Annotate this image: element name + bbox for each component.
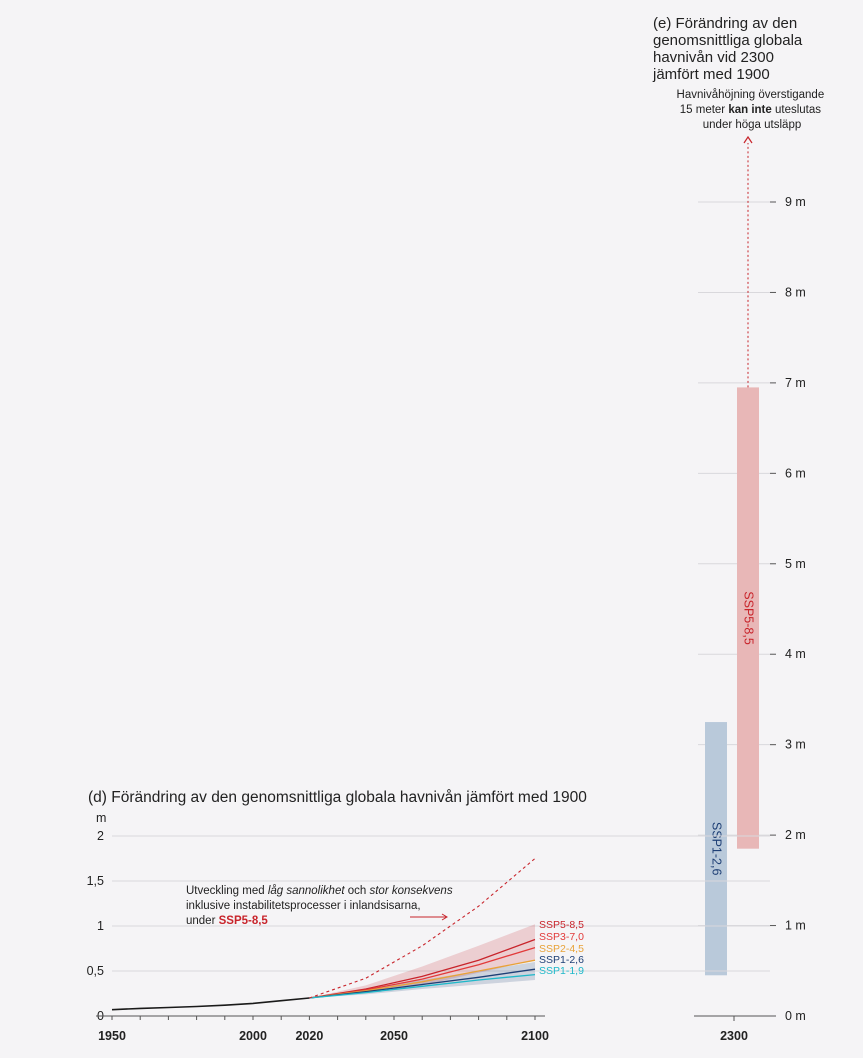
panel-d-note-line-1: Utveckling med låg sannolikhet och stor … bbox=[186, 885, 453, 897]
panel-d-x-tick-label: 2020 bbox=[295, 1029, 323, 1043]
panel-e-note-line-1: Havnivåhöjning överstigande bbox=[677, 89, 825, 101]
panel-e-title-line-2: genomsnittliga globala bbox=[653, 32, 803, 49]
panel-e-range-bar-ssp126 bbox=[705, 722, 727, 976]
panel-d-series-label: SSP1-1,9 bbox=[539, 965, 584, 977]
panel-e-note: Havnivåhöjning överstigande 15 meter kan… bbox=[677, 89, 828, 131]
panel-d-note-arrow bbox=[410, 913, 448, 921]
panel-e-arrow-head bbox=[743, 135, 753, 144]
panel-e-y-tick-label: 4 m bbox=[785, 647, 806, 661]
panel-e-note-line-2: 15 meter kan inte uteslutas bbox=[680, 104, 824, 116]
panel-d-x-tick-label: 1950 bbox=[98, 1029, 126, 1043]
panel-d-note-part-3: och bbox=[345, 885, 370, 897]
panel-e-y-tick-label: 3 m bbox=[785, 738, 806, 752]
panel-e-title-line-1: (e) Förändring av den bbox=[653, 15, 797, 32]
panel-e-x-tick-label: 2300 bbox=[720, 1029, 748, 1043]
panel-d-x-tick-label: 2100 bbox=[521, 1029, 549, 1043]
panel-d-x-tick-label: 2000 bbox=[239, 1029, 267, 1043]
panel-d-note-line-2: inklusive instabilitetsprocesser i inlan… bbox=[186, 900, 421, 912]
panel-e-title-line-4: jämfört med 1900 bbox=[652, 66, 770, 83]
panel-e-y-tick-label: 8 m bbox=[785, 285, 806, 299]
panel-d-note: Utveckling med låg sannolikhet och stor … bbox=[186, 885, 456, 927]
panel-e-y-tick-label: 9 m bbox=[785, 195, 806, 209]
panel-d-series-label: SSP2-4,5 bbox=[539, 943, 584, 955]
panel-e-y-tick-label: 2 m bbox=[785, 828, 806, 842]
panel-d-y-tick-label: 0,5 bbox=[87, 964, 104, 978]
panel-e-title: (e) Förändring av den genomsnittliga glo… bbox=[652, 15, 806, 83]
panel-d-note-line-3: under SSP5-8,5 bbox=[186, 915, 268, 927]
panel-d-y-tick-label: 1,5 bbox=[87, 874, 104, 888]
panel-e-y-tick-label: 7 m bbox=[785, 376, 806, 390]
panel-d-y-tick-label: 2 bbox=[97, 829, 104, 843]
panel-d-historical-line bbox=[111, 997, 310, 1011]
panel-d-series-label: SSP3-7,0 bbox=[539, 931, 584, 943]
panel-d-series-line-ssp119 bbox=[309, 973, 536, 999]
panel-e-y-tick-label: 6 m bbox=[785, 466, 806, 480]
panel-e-note-line-3: under höga utsläpp bbox=[703, 119, 801, 131]
panel-e-y-tick-label: 5 m bbox=[785, 557, 806, 571]
panel-d-title: (d) Förändring av den genomsnittliga glo… bbox=[88, 789, 587, 806]
panel-e-note-emphasis: kan inte bbox=[728, 104, 771, 116]
panel-d-note-part-1: Utveckling med bbox=[186, 885, 268, 897]
panel-d-note-italic-2: stor konsekvens bbox=[369, 885, 452, 897]
panel-d-low-likelihood-line bbox=[309, 858, 536, 999]
panel-d-note-scenario: SSP5-8,5 bbox=[219, 915, 269, 927]
panel-d-series-label: SSP1-2,6 bbox=[539, 954, 584, 966]
panel-d-note-italic-1: låg sannolikhet bbox=[268, 885, 346, 897]
panel-e-note-line-2a: 15 meter bbox=[680, 104, 729, 116]
panel-e-y-tick-label: 0 m bbox=[785, 1009, 806, 1023]
panel-e-note-line-2c: uteslutas bbox=[772, 104, 821, 116]
panel-e-bar-chart: 0 m 1 m 2 m 3 m 4 m 5 m 6 m 7 m 8 m 9 m 2300 SSP1-2… bbox=[694, 135, 806, 1043]
panel-d-note-part-6: under bbox=[186, 915, 219, 927]
panel-d-y-tick-label: 1 bbox=[97, 919, 104, 933]
panel-e-range-label: SSP5-8,5 bbox=[742, 591, 756, 645]
panel-e-range-label: SSP1-2,6 bbox=[710, 822, 724, 876]
panel-d-x-tick-label: 2050 bbox=[380, 1029, 408, 1043]
panel-e-range-bar-ssp585 bbox=[737, 387, 759, 849]
panel-e-y-tick-label: 1 m bbox=[785, 919, 806, 933]
panel-d-series-label: SSP5-8,5 bbox=[539, 919, 584, 931]
panel-d-y-unit: m bbox=[96, 811, 106, 825]
panel-e-title-line-3: havnivån vid 2300 bbox=[653, 49, 774, 66]
